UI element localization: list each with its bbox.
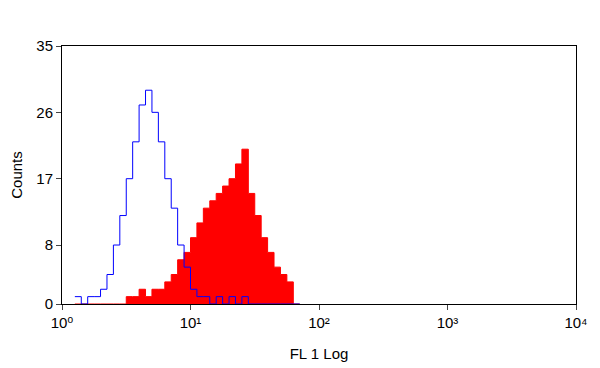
svg-text:FL 1 Log: FL 1 Log [290,345,349,362]
svg-text:10¹: 10¹ [180,314,202,331]
svg-text:Counts: Counts [8,151,25,199]
svg-text:26: 26 [36,104,53,121]
svg-text:10⁰: 10⁰ [51,314,74,331]
svg-text:10⁴: 10⁴ [564,314,587,331]
svg-text:10²: 10² [308,314,330,331]
svg-text:8: 8 [45,236,53,253]
svg-text:10³: 10³ [437,314,459,331]
svg-text:0: 0 [45,295,53,312]
svg-text:17: 17 [36,170,53,187]
svg-text:35: 35 [36,37,53,54]
